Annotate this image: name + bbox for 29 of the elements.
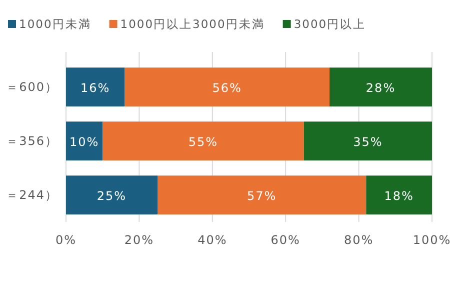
x-tick-label: 60% [270, 233, 300, 247]
bar [304, 122, 432, 160]
data-label: 18% [384, 189, 414, 203]
y-tick-label: ＝356） [6, 134, 58, 148]
bar [66, 176, 158, 214]
data-label: 28% [366, 81, 396, 95]
bar [330, 68, 432, 106]
bar [124, 68, 330, 106]
bar [366, 176, 432, 214]
x-tick-label: 80% [344, 233, 374, 247]
data-label: 25% [96, 189, 127, 203]
bar [158, 176, 366, 214]
data-label: 57% [246, 189, 277, 203]
data-label: 10% [69, 135, 100, 149]
legend-label: 3000円以上 [294, 17, 366, 31]
x-tick-label: 0% [55, 233, 77, 247]
data-label: 56% [212, 81, 242, 95]
data-label: 16% [80, 81, 110, 95]
legend-label: 1000円未満 [19, 17, 92, 31]
bar [66, 122, 103, 160]
data-label: 55% [188, 135, 218, 149]
legend-label: 1000円以上3000円未満 [120, 17, 265, 31]
y-tick-label: ＝244） [6, 188, 58, 202]
bar [66, 68, 125, 106]
y-tick-label: ＝600） [6, 80, 58, 94]
x-tick-label: 40% [198, 233, 228, 247]
data-label: 35% [353, 135, 383, 149]
x-tick-label: 20% [124, 233, 154, 247]
bar [102, 122, 304, 160]
